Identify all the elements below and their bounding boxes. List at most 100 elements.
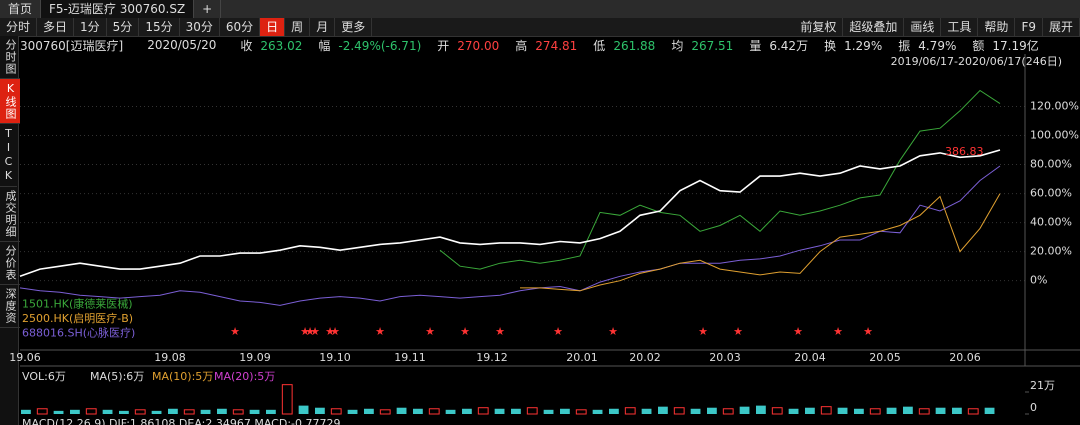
toolbar-button[interactable]: 分时 <box>0 18 38 36</box>
quote-label: 开 <box>437 38 450 53</box>
toolbar-button[interactable]: 前复权 <box>794 18 844 36</box>
side-tab[interactable]: K线图 <box>0 79 20 124</box>
toolbar-button[interactable]: 30分 <box>180 18 220 36</box>
toolbar-button[interactable]: 5分 <box>107 18 140 36</box>
quote-field: 振 4.79% <box>898 37 964 54</box>
sidebar: 分时图 K线图 TICK 成交明细 分价表 深度资 <box>0 36 20 425</box>
event-star: ★ <box>608 325 618 338</box>
volume-bar <box>249 409 260 414</box>
tab[interactable]: F5-迈瑞医疗 300760.SZ <box>41 0 195 18</box>
event-star: ★ <box>310 325 320 338</box>
volume-bar <box>641 408 652 414</box>
quote-field: 幅 -2.49%(-6.71) <box>318 37 429 54</box>
annotation: 386.83 <box>945 145 984 158</box>
toolbar-button[interactable]: 更多 <box>335 18 373 36</box>
quote-value: 263.02 <box>260 38 303 53</box>
volume-bar <box>673 407 685 415</box>
toolbar-button[interactable]: 帮助 <box>978 18 1016 36</box>
event-star: ★ <box>553 325 563 338</box>
quote-field: 2020/05/20 <box>147 38 232 52</box>
volume-bar <box>935 407 946 414</box>
side-tab[interactable]: 深度资 <box>0 285 20 328</box>
toolbar-button[interactable]: 展开 <box>1043 18 1080 36</box>
volume-bar <box>102 409 113 414</box>
volume-bar <box>396 407 407 414</box>
legend-entry: 2500.HK(启明医疗-B) <box>22 311 133 325</box>
quote-label: 低 <box>593 38 606 53</box>
side-tab[interactable]: 成交明细 <box>0 187 20 242</box>
quote-label: 换 <box>824 38 837 53</box>
x-tick-label: 19.08 <box>154 351 186 364</box>
y-tick-label: 40.00% <box>1030 216 1072 229</box>
volume-bar <box>903 406 913 414</box>
volume-bar <box>183 409 195 415</box>
toolbar-button[interactable]: 多日 <box>37 18 75 36</box>
series-line <box>19 149 1001 278</box>
event-star: ★ <box>230 325 240 338</box>
quote-value: 270.00 <box>457 38 500 53</box>
toolbar-button[interactable]: 超级叠加 <box>843 18 905 36</box>
toolbar-button[interactable]: 工具 <box>941 18 979 36</box>
side-tab[interactable]: 分价表 <box>0 242 20 285</box>
quote-value: 1.29% <box>844 38 883 53</box>
tab[interactable]: + <box>194 0 222 18</box>
macd-line: MACD(12,26,9) DIF:1.86108 DEA:2.34967 MA… <box>22 417 341 425</box>
volume-bar <box>722 408 734 415</box>
y-tick-label: 0 <box>1030 401 1037 414</box>
volume-bar <box>918 408 930 415</box>
quote-field: 额 17.19亿 <box>972 37 1046 54</box>
volume-bar <box>967 408 979 415</box>
volume-bar <box>869 408 881 415</box>
quote-label: 均 <box>671 38 684 53</box>
volume-bar <box>379 409 391 415</box>
volume-bar <box>168 408 178 414</box>
volume-bar <box>85 408 97 415</box>
quote-label: 量 <box>749 38 762 53</box>
volume-bar <box>200 409 211 414</box>
x-tick-label: 20.02 <box>629 351 661 364</box>
vol-legend: MA(20):5万 <box>214 370 275 383</box>
quote-line: 300760[迈瑞医疗] 2020/05/20 收 263.02 幅 -2.49%(-6.… <box>20 36 1080 54</box>
volume-bar <box>266 409 276 414</box>
quote-label: 收 <box>240 38 253 53</box>
y-tick-label: 21万 <box>1030 379 1055 392</box>
side-tab[interactable]: TICK <box>0 124 17 187</box>
date-range: 2019/06/17-2020/06/17(246日) <box>891 55 1062 68</box>
quote-field: 高 274.81 <box>515 37 585 54</box>
x-tick-label: 20.04 <box>794 351 826 364</box>
tab[interactable]: 首页 <box>0 0 42 18</box>
toolbar-button[interactable]: F9 <box>1015 18 1043 36</box>
y-tick-label: 120.00% <box>1030 99 1079 112</box>
volume-bar <box>462 408 472 414</box>
volume-bar <box>298 405 309 414</box>
quote-value: 17.19亿 <box>992 38 1039 53</box>
volume-bar <box>820 406 832 415</box>
volume-bar <box>53 410 64 414</box>
toolbar-button[interactable]: 周 <box>285 18 311 36</box>
toolbar-button[interactable]: 60分 <box>220 18 261 36</box>
toolbar-button[interactable]: 画线 <box>904 18 942 36</box>
toolbar-button[interactable]: 月 <box>310 18 336 36</box>
quote-label: 振 <box>898 38 911 53</box>
x-tick-label: 19.09 <box>239 351 271 364</box>
volume-bar <box>428 408 440 415</box>
toolbar-button[interactable]: 1分 <box>74 18 107 36</box>
toolbar-button[interactable]: 15分 <box>139 18 180 36</box>
volume-bar <box>70 409 80 414</box>
volume-bar <box>364 408 374 414</box>
event-star: ★ <box>330 325 340 338</box>
quote-field: 收 263.02 <box>240 37 310 54</box>
quote-value: 6.42万 <box>769 38 809 53</box>
volume-bar <box>119 410 129 414</box>
volume-bar <box>788 408 799 414</box>
volume-bar <box>756 405 766 414</box>
volume-bar <box>952 407 962 414</box>
quote-field: 低 261.88 <box>593 37 663 54</box>
legend-entry: 1501.HK(康德莱医械) <box>22 297 133 311</box>
side-tab[interactable]: 分时图 <box>0 36 20 79</box>
toolbar-button[interactable]: 日 <box>260 18 286 36</box>
volume-bar <box>21 409 31 414</box>
series-line <box>520 193 1001 292</box>
quote-label: 额 <box>972 38 985 53</box>
